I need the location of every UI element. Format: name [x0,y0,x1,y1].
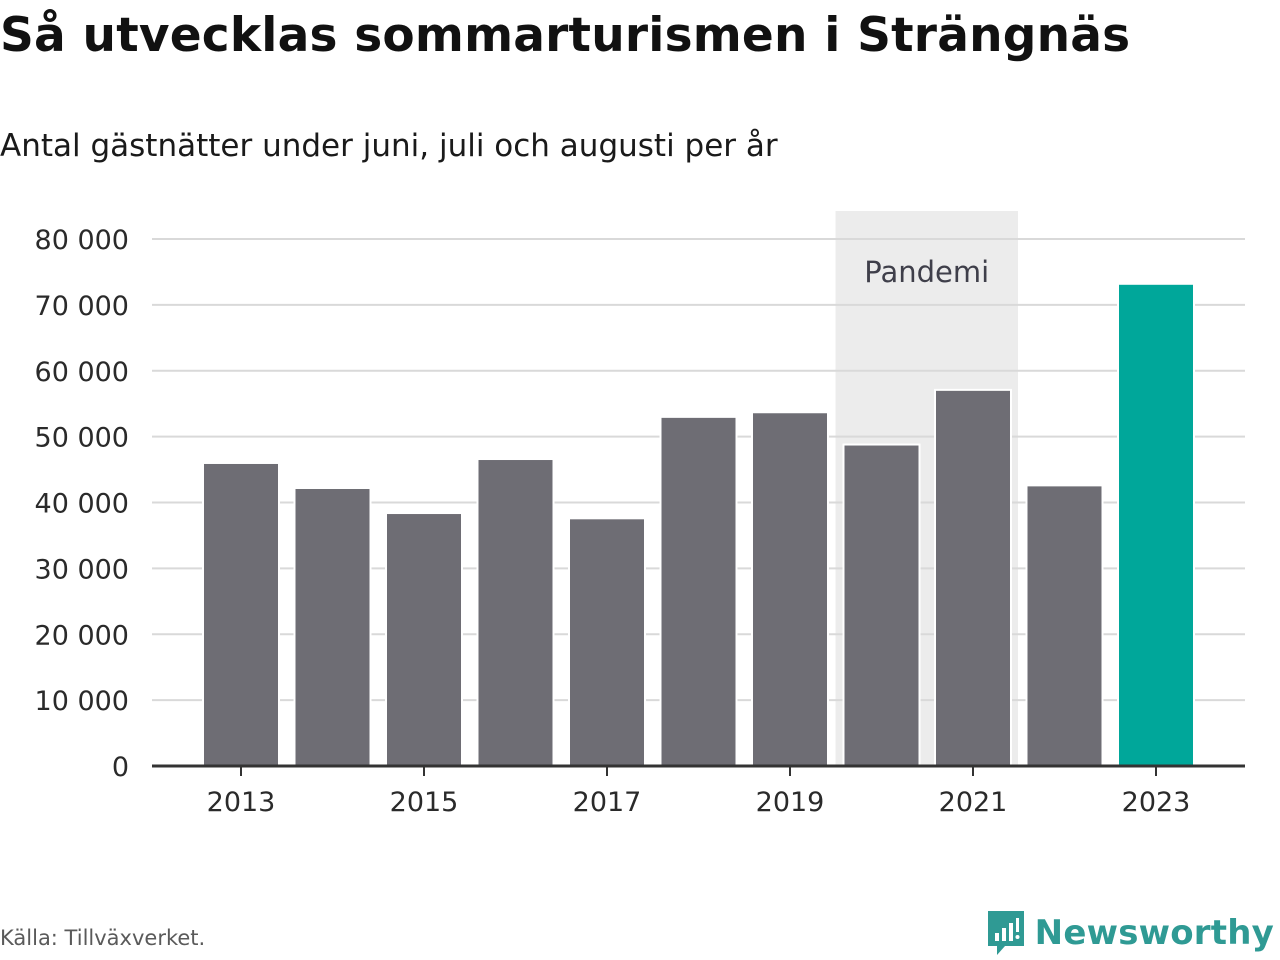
y-tick-label: 30 000 [35,554,129,585]
y-tick-label: 40 000 [35,489,129,520]
bar-2015 [385,512,463,767]
bar-2021 [934,388,1012,767]
bar-2023 [1117,282,1195,767]
x-tick-label: 2019 [756,787,825,818]
y-tick-label: 70 000 [35,291,129,322]
bar-2019 [751,411,829,767]
y-tick-label: 80 000 [35,225,129,256]
x-tick-label: 2017 [573,787,642,818]
chart-subtitle: Antal gästnätter under juni, juli och au… [0,128,778,164]
bar-2022 [1025,484,1104,767]
y-tick-label: 50 000 [35,423,129,454]
bar-chart: Pandemi 0 10 000 20 000 30 000 40 000 50 000 60… [35,211,1245,818]
x-tick-label: 2021 [939,787,1008,818]
y-tick-label: 20 000 [35,620,129,651]
y-tick-label: 0 [112,752,129,783]
bar-2014 [293,487,372,767]
newsworthy-logo-icon [987,911,1024,955]
x-tick-label: 2015 [390,787,459,818]
brand-name: Newsworthy [1034,913,1274,953]
y-tick-label: 10 000 [35,686,129,717]
x-tick-label: 2023 [1122,787,1191,818]
source-note: Källa: Tillväxverket. [0,926,206,950]
chart-title: Så utvecklas sommarturismen i Strängnäs [0,8,1131,63]
y-tick-label: 60 000 [35,357,129,388]
pandemic-label: Pandemi [864,255,989,289]
bar-2013 [202,461,280,767]
bar-2016 [476,458,555,767]
bar-2020 [842,443,921,767]
brand-logo: Newsworthy [985,908,1274,958]
x-tick-label: 2013 [207,787,276,818]
bar-2018 [659,415,738,767]
bar-2017 [568,517,646,767]
